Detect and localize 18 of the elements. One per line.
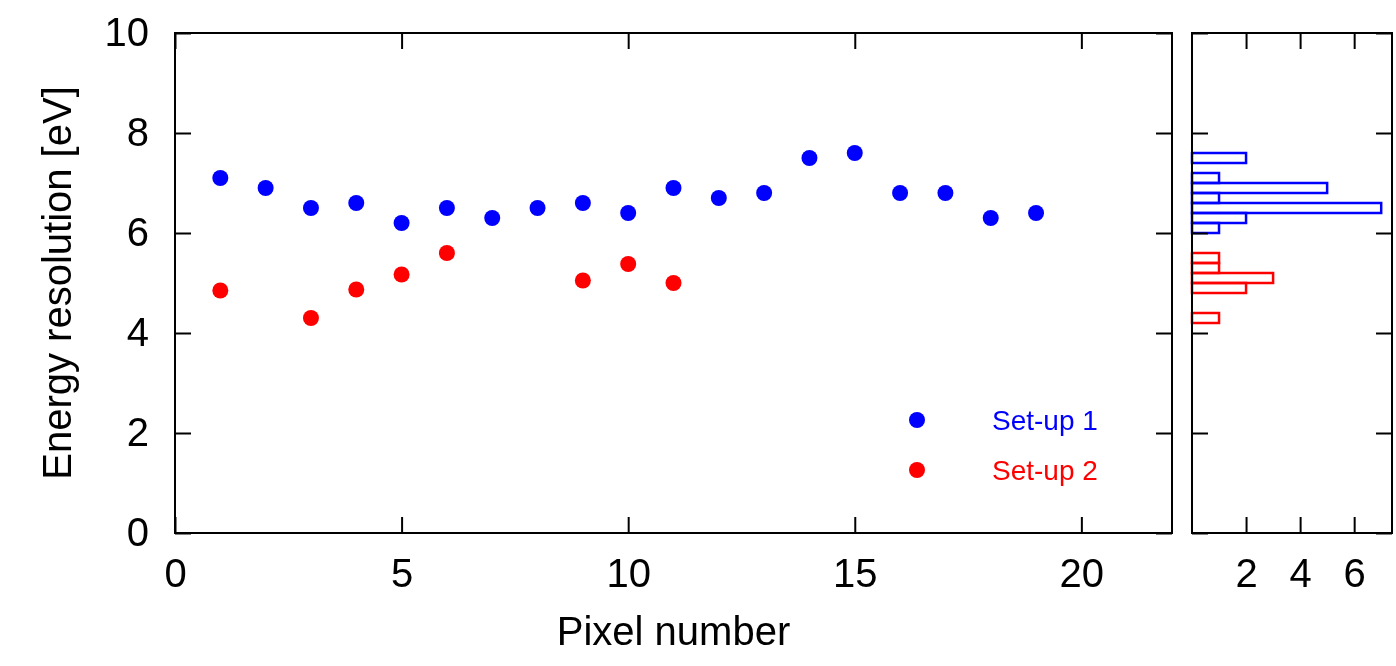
- y-tick-label: 10: [104, 10, 149, 55]
- x-tick-label: 2: [1235, 551, 1258, 596]
- y-axis-title: Energy resolution [eV]: [34, 86, 79, 480]
- x-tick-label: 4: [1289, 551, 1312, 596]
- x-tick-label: 5: [390, 551, 414, 596]
- legend-label: Set-up 1: [992, 404, 1098, 436]
- legend-label: Set-up 2: [992, 454, 1098, 486]
- y-tick-label: 8: [126, 110, 149, 155]
- x-tick-label: 10: [606, 551, 651, 596]
- x-tick-label: 0: [164, 551, 187, 596]
- y-tick-label: 2: [126, 410, 149, 455]
- x-tick-label: 15: [833, 551, 878, 596]
- y-tick-label: 4: [126, 310, 149, 355]
- y-tick-label: 6: [126, 210, 149, 255]
- x-axis-title: Pixel number: [556, 609, 791, 653]
- x-tick-label: 20: [1059, 551, 1105, 596]
- x-tick-label: 6: [1343, 551, 1366, 596]
- y-tick-label: 0: [126, 510, 149, 555]
